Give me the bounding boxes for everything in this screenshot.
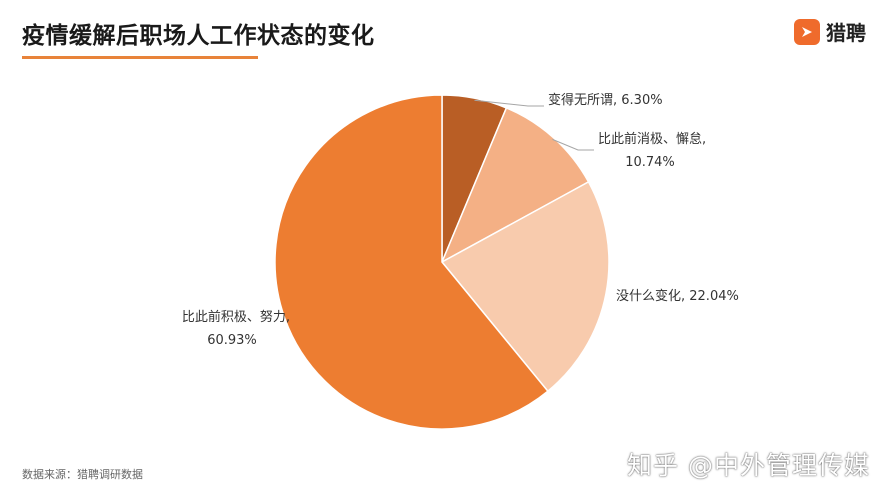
data-label-more-negative-line1: 比此前消极、懈怠,	[598, 131, 706, 147]
leader-line-more-negative	[552, 138, 594, 151]
title-underline	[22, 56, 258, 59]
watermark: 知乎 @中外管理传媒	[627, 451, 870, 480]
leader-line-indifferent	[474, 99, 544, 107]
brand-name: 猎聘	[826, 21, 866, 45]
data-source-note: 数据来源：猎聘调研数据	[22, 468, 143, 481]
pie-slice-more-negative	[440, 106, 590, 264]
page-title: 疫情缓解后职场人工作状态的变化	[22, 23, 375, 49]
pie-slice-no-change	[440, 180, 610, 393]
liepin-logo-icon	[794, 18, 820, 45]
data-label-more-positive-line2: 60.93%	[207, 333, 257, 348]
data-label-more-positive-line1: 比此前积极、努力,	[182, 309, 290, 325]
data-label-no-change: 没什么变化, 22.04%	[616, 288, 739, 304]
brand-logo: 猎聘	[794, 17, 866, 46]
pie-slice-more-positive	[274, 94, 549, 430]
data-label-more-negative-line2: 10.74%	[625, 155, 675, 170]
data-label-indifferent: 变得无所谓, 6.30%	[548, 92, 663, 108]
